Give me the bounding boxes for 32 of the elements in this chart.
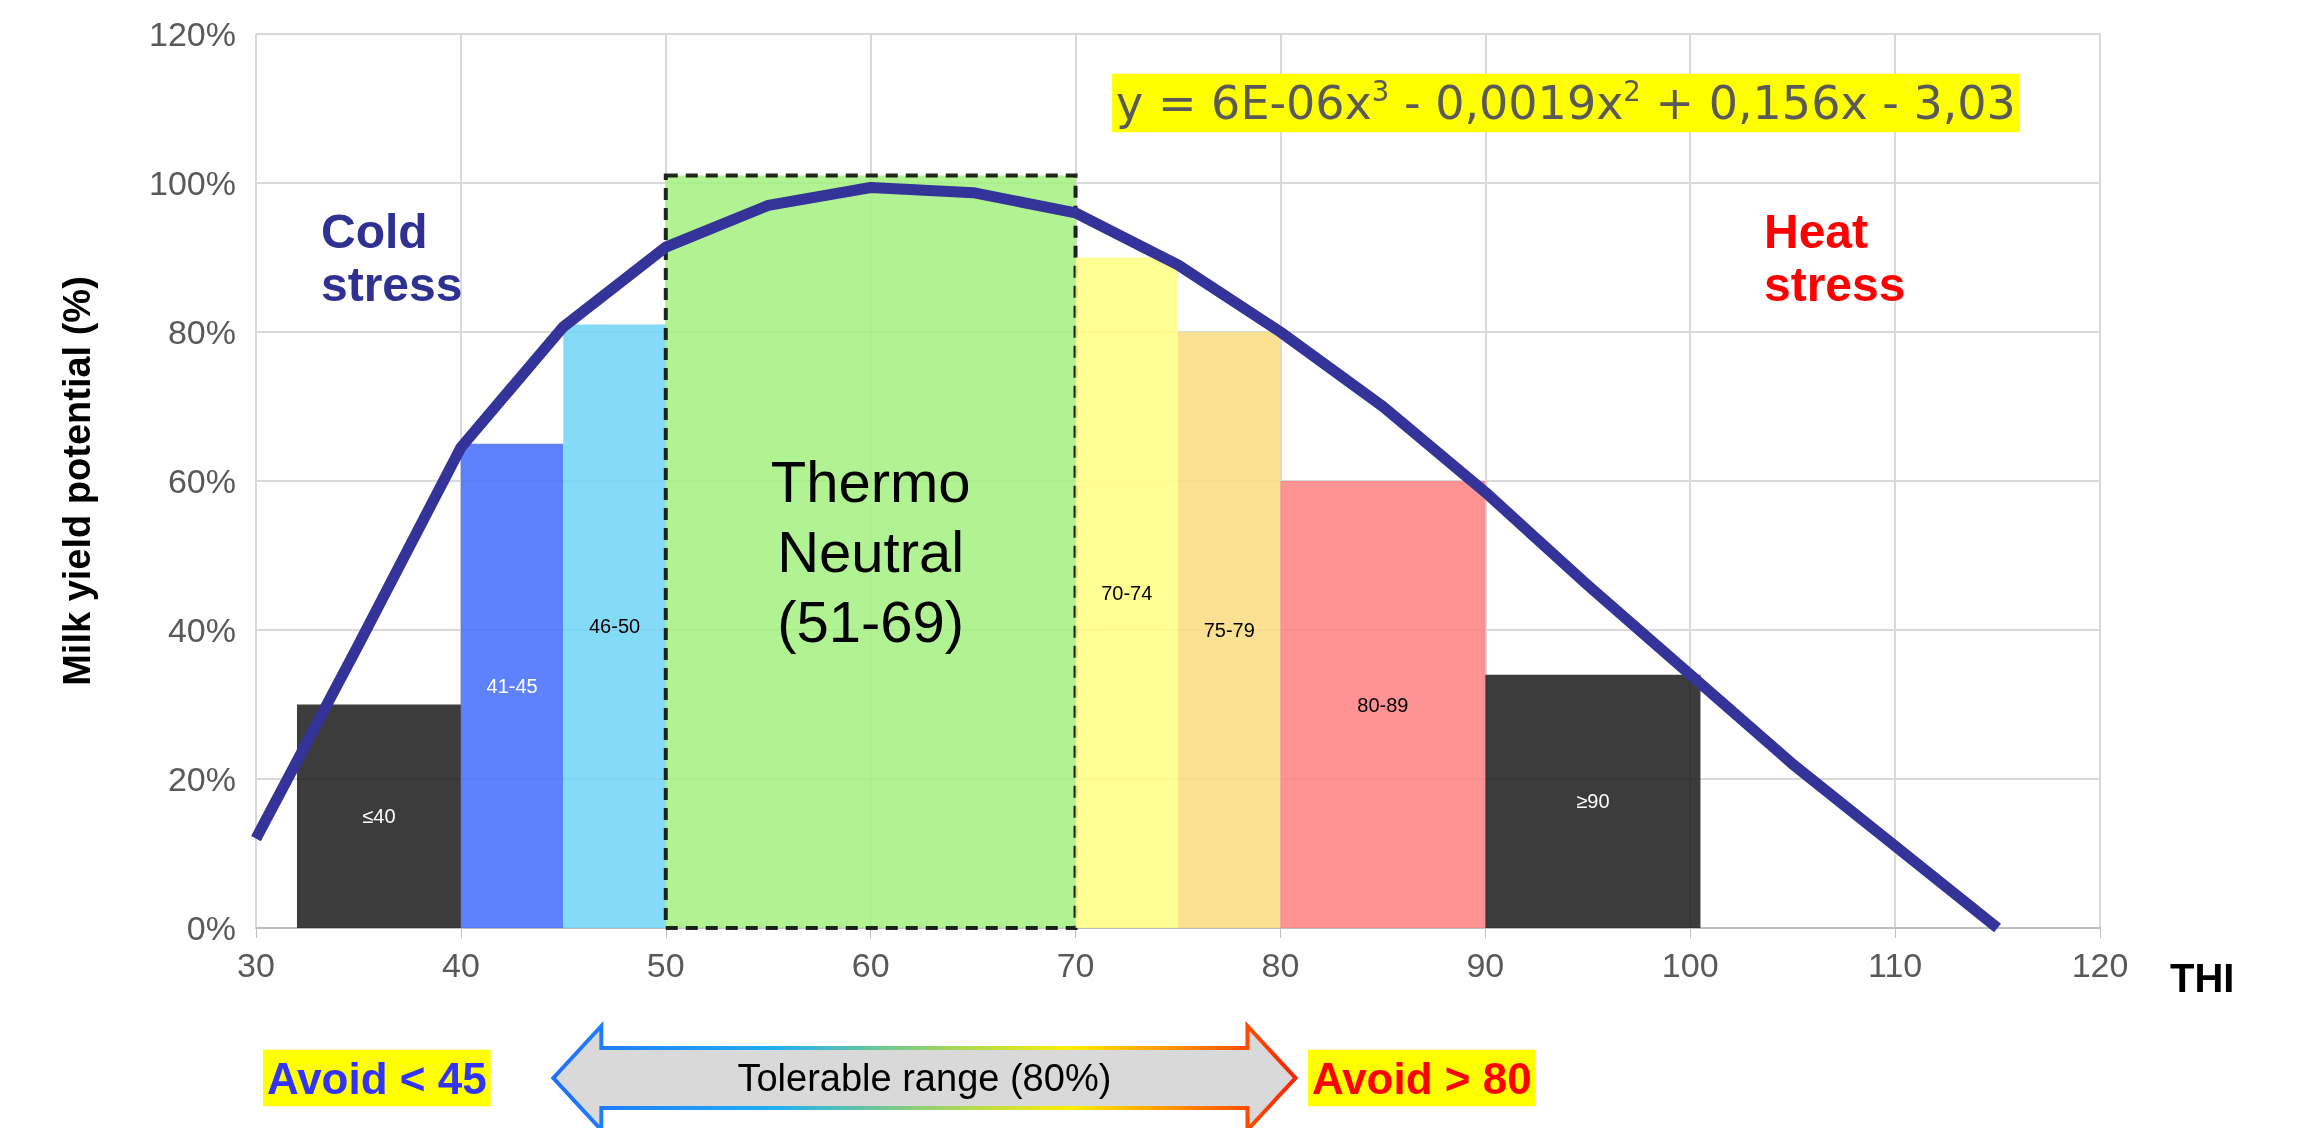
data-label: 80-89 xyxy=(1357,693,1409,716)
data-label: Thermo Neutral (51-69) xyxy=(770,449,971,655)
text: Avoid < 45 xyxy=(267,1053,487,1103)
x-tick-label: 50 xyxy=(646,946,685,984)
x-tick-label: 90 xyxy=(1466,946,1505,984)
x-tick-label: 100 xyxy=(1661,946,1719,984)
y-tick-label: 40% xyxy=(167,611,236,649)
y-tick-label: 60% xyxy=(167,462,236,500)
data-label: ≥90 xyxy=(1576,790,1610,813)
x-tick-label: 40 xyxy=(441,946,480,984)
y-axis-title: Milk yield potential (%) xyxy=(56,276,98,686)
data-label: 41-45 xyxy=(486,674,538,697)
annotation: Heat stress xyxy=(1764,205,1906,311)
y-tick-label: 20% xyxy=(167,760,236,798)
y-tick-label: 80% xyxy=(167,313,236,351)
y-tick-label: 0% xyxy=(186,909,236,947)
x-tick-label: 110 xyxy=(1868,946,1923,984)
x-axis-title: THI xyxy=(2170,956,2235,1000)
data-label: ≤40 xyxy=(362,805,396,828)
x-tick-label: 70 xyxy=(1056,946,1095,984)
x-tick-label: 60 xyxy=(851,946,890,984)
data-label: 70-74 xyxy=(1101,581,1153,604)
y-tick-label: 120% xyxy=(149,15,236,53)
text: Tolerable range (80%) xyxy=(737,1057,1112,1099)
annotation: Cold stress xyxy=(321,205,463,311)
x-tick-label: 80 xyxy=(1261,946,1300,984)
y-tick-label: 100% xyxy=(149,164,236,202)
text: Avoid > 80 xyxy=(1312,1053,1532,1103)
x-tick-label: 120 xyxy=(2071,946,2129,984)
x-tick-label: 30 xyxy=(237,946,275,984)
data-label: 46-50 xyxy=(588,615,641,638)
data-label: 75-79 xyxy=(1203,619,1255,641)
